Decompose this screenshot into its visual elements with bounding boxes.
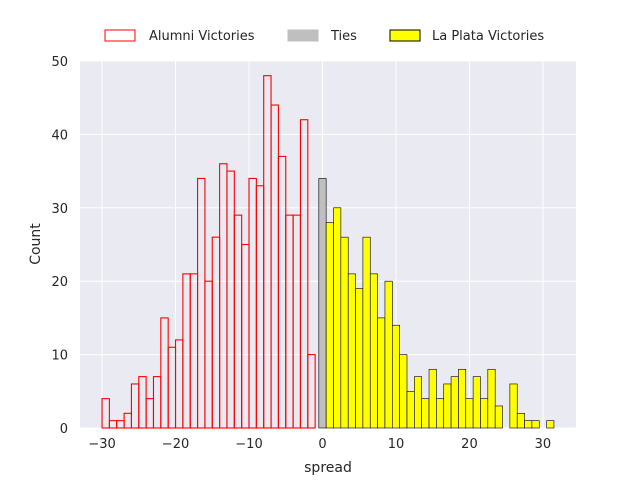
bar-la-plata-victories [465,398,474,429]
bar-la-plata-victories [384,280,393,429]
x-axis-label: spread [304,460,352,476]
x-tick-label: −30 [88,437,115,452]
bar-la-plata-victories [509,383,518,429]
bar-la-plata-victories [472,376,481,429]
bar-la-plata-victories [458,368,467,429]
bar-la-plata-victories [436,398,445,429]
bar-la-plata-victories [428,368,437,429]
bar-la-plata-victories [421,398,430,429]
y-tick-label: 50 [51,55,68,70]
bar-la-plata-victories [546,420,555,429]
bar-la-plata-victories [369,273,378,429]
y-tick-label: 30 [51,202,68,217]
y-axis-label: Count [28,223,44,265]
bar-ties [318,178,327,429]
x-tick-label: 10 [388,437,405,452]
bar-la-plata-victories [494,405,503,429]
bar-alumni-victories [299,119,309,429]
bar-la-plata-victories [480,398,489,429]
x-tick-label: 30 [535,437,552,452]
y-tick-label: 40 [51,128,68,143]
legend: Alumni Victories Ties La Plata Victories [104,29,544,44]
bar-la-plata-victories [450,376,459,429]
tick-labels: −30 −20 −10 0 10 20 30 0 10 20 30 40 50 [51,55,551,452]
legend-swatch-la-plata [389,29,421,42]
y-tick-label: 20 [51,275,68,290]
bar-la-plata-victories [391,324,400,429]
bars [101,75,555,429]
legend-swatch-ties [287,29,319,42]
legend-swatch-alumni [104,29,136,42]
bar-la-plata-victories [406,390,415,429]
bar-la-plata-victories [377,317,386,429]
bar-la-plata-victories [399,354,408,429]
x-tick-label: −10 [235,437,262,452]
bar-la-plata-victories [333,207,342,429]
bar-la-plata-victories [347,273,356,429]
bar-la-plata-victories [414,376,422,429]
x-tick-label: −20 [162,437,189,452]
legend-item-alumni: Alumni Victories [104,29,255,44]
bar-alumni-victories [101,398,110,429]
bar-la-plata-victories [443,383,452,429]
bar-la-plata-victories [325,222,334,429]
legend-label-alumni: Alumni Victories [149,29,255,44]
legend-item-ties: Ties [287,29,357,44]
y-tick-label: 10 [51,349,68,364]
bar-la-plata-victories [524,420,533,429]
legend-label-ties: Ties [330,29,357,44]
legend-item-la-plata: La Plata Victories [389,29,544,44]
bar-alumni-victories [307,354,316,429]
legend-label-la-plata: La Plata Victories [432,29,544,44]
bar-la-plata-victories [362,236,371,429]
x-tick-label: 20 [461,437,478,452]
y-tick-label: 0 [60,422,68,437]
bar-la-plata-victories [355,288,364,429]
x-tick-label: 0 [318,437,326,452]
bar-la-plata-victories [531,420,540,429]
bar-la-plata-victories [487,368,496,429]
bar-la-plata-victories [340,236,349,429]
bar-la-plata-victories [516,413,525,429]
